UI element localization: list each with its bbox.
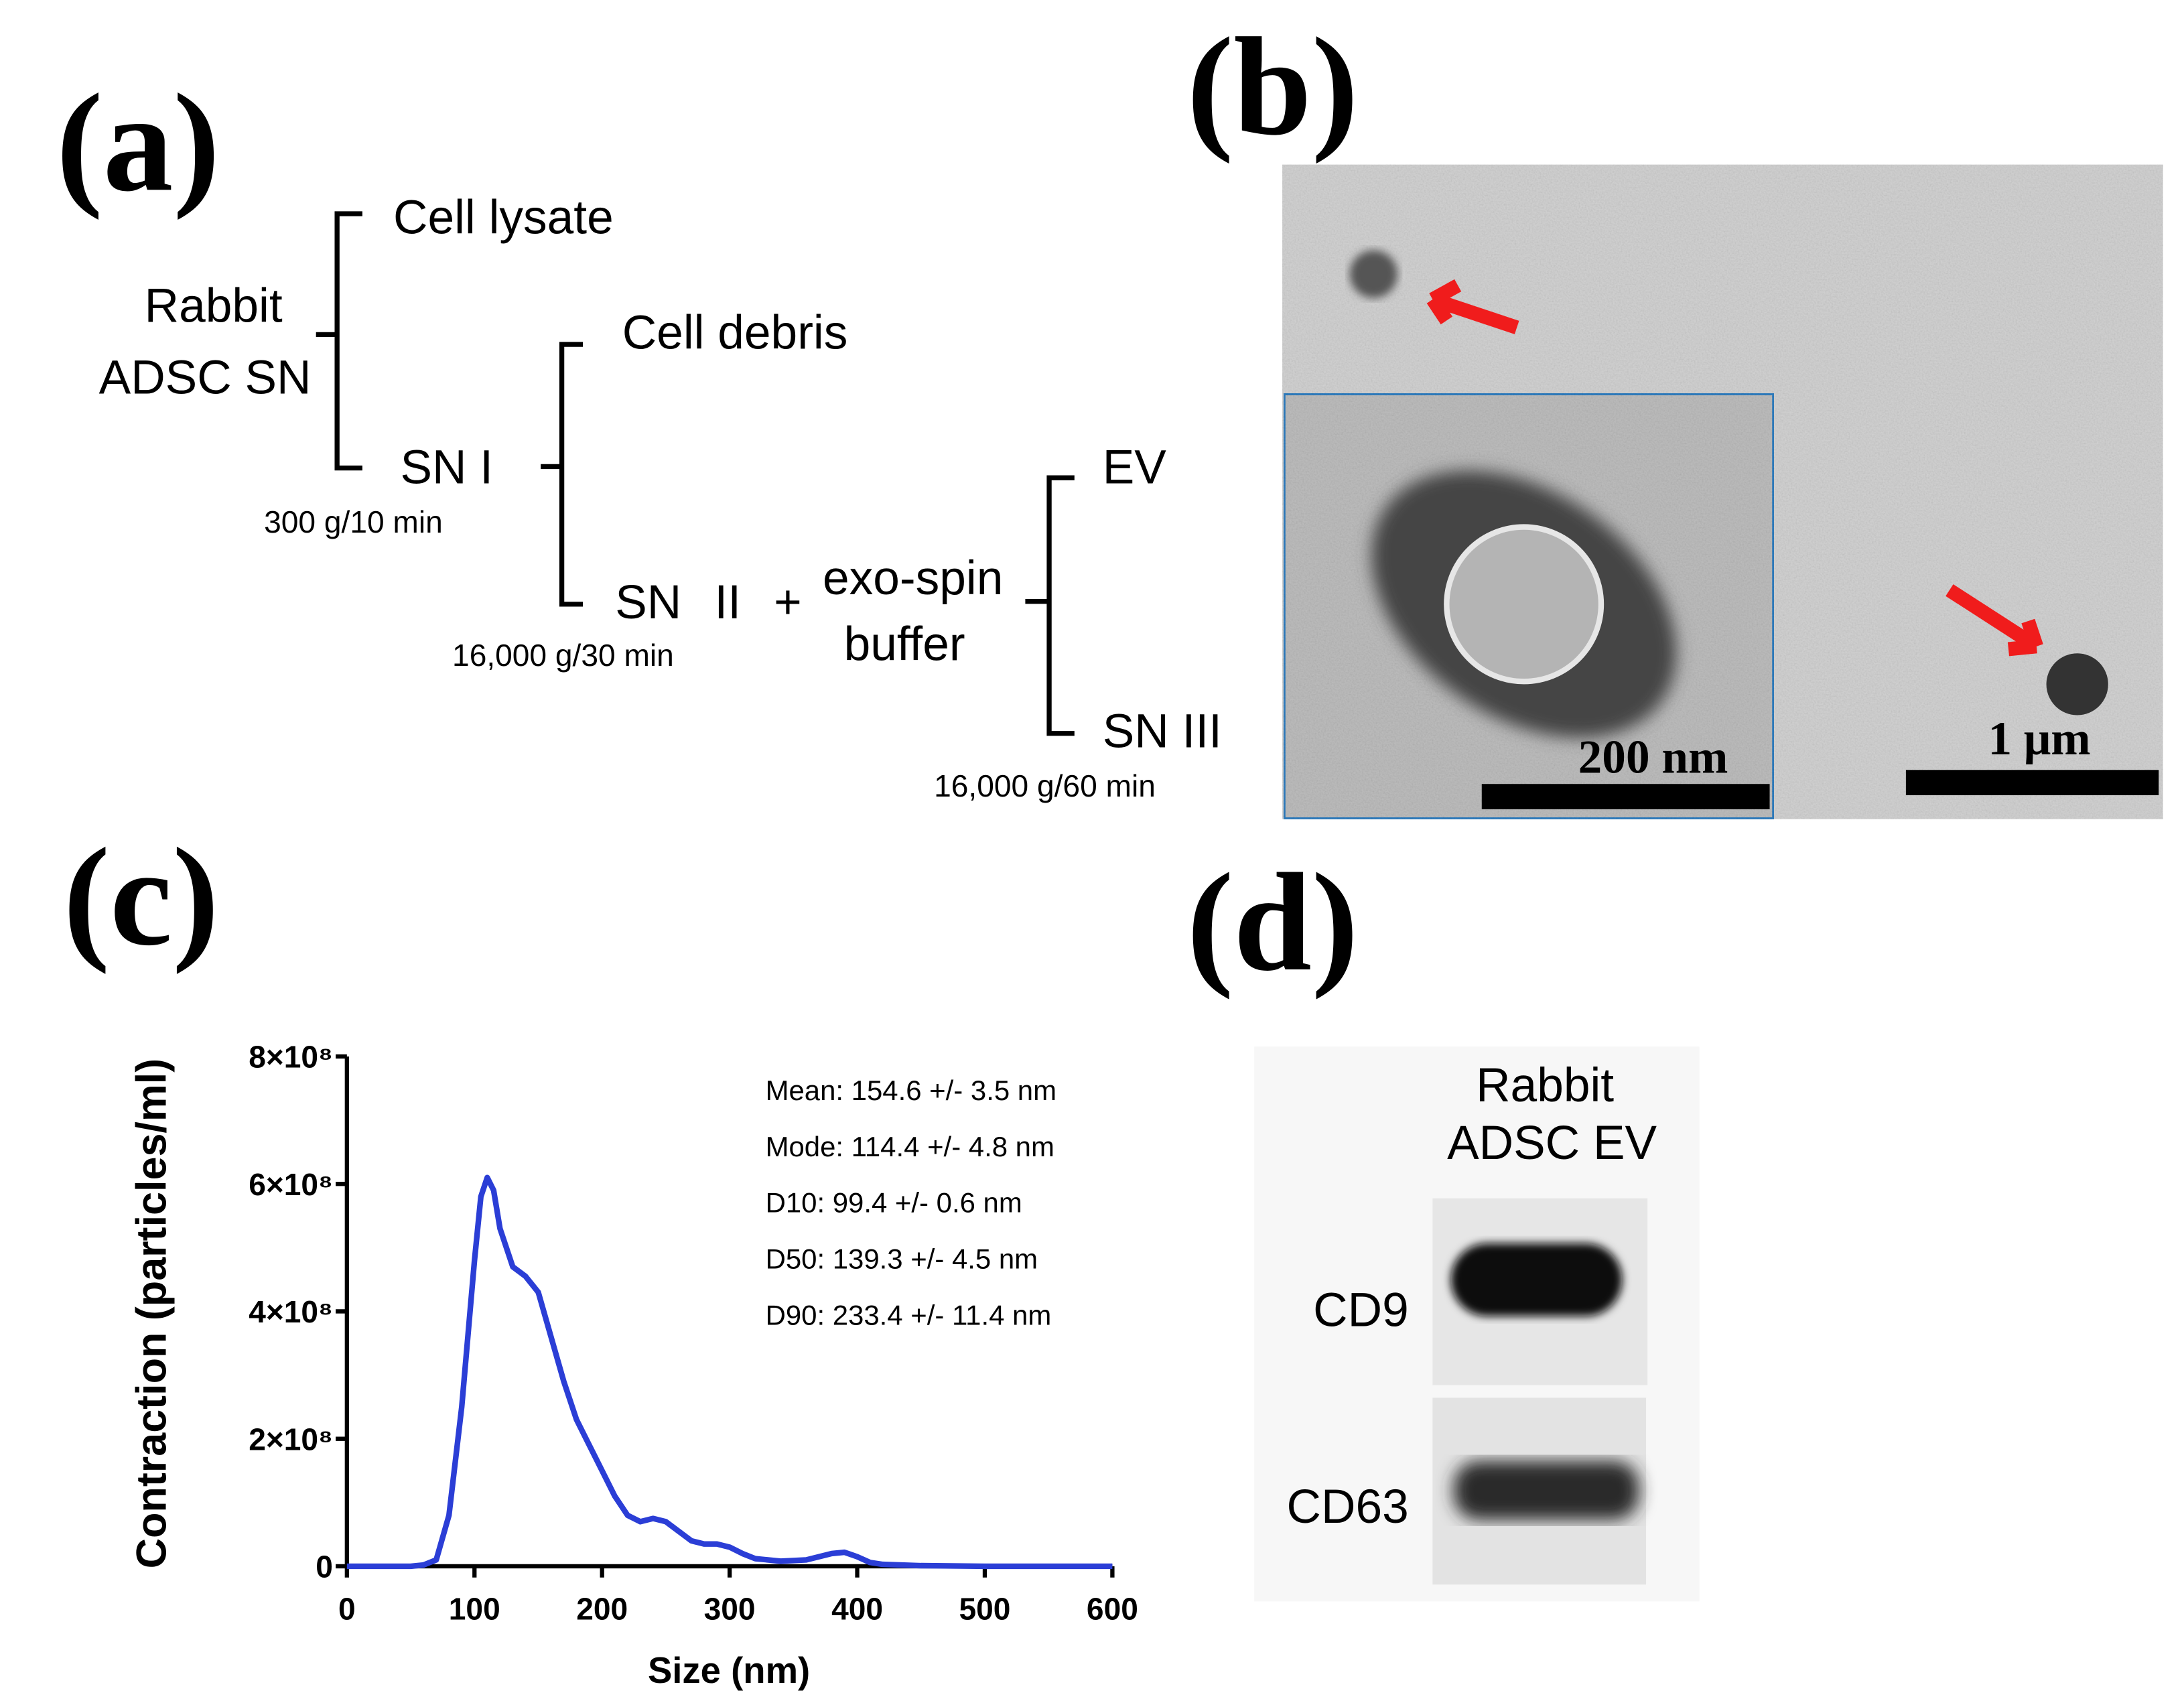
x-axis-label: Size (nm) xyxy=(648,1650,810,1691)
node-label: Cell debris xyxy=(622,305,848,359)
scale-bar xyxy=(1905,770,2159,795)
bracket xyxy=(1025,475,1075,736)
scale-bar-label: 200 nm xyxy=(1578,730,1728,783)
y-tick-label: 6×10⁸ xyxy=(249,1167,333,1202)
annotation: D50: 139.3 +/- 4.5 nm xyxy=(766,1243,1038,1275)
scale-bar xyxy=(1481,784,1770,809)
node-label: SN III xyxy=(1103,705,1222,758)
condition-label: 16,000 g/30 min xyxy=(452,638,674,673)
node-label: EV xyxy=(1103,441,1167,494)
x-tick-label: 100 xyxy=(449,1592,500,1627)
condition-label: 16,000 g/60 min xyxy=(934,768,1156,803)
size-curve xyxy=(346,1174,1113,1570)
band xyxy=(1453,1460,1639,1520)
node-label: SN II + xyxy=(615,575,802,629)
annotation: Mean: 154.6 +/- 3.5 nm xyxy=(766,1075,1056,1106)
vesicle xyxy=(1349,250,1397,298)
tem-inset xyxy=(1282,391,1776,821)
x-tick-label: 500 xyxy=(959,1592,1011,1627)
annotation: D10: 99.4 +/- 0.6 nm xyxy=(766,1187,1022,1219)
vesicle xyxy=(2046,653,2108,715)
x-tick-label: 400 xyxy=(831,1592,883,1627)
panel-label: (d) xyxy=(1187,845,1359,1000)
band xyxy=(1450,1243,1623,1316)
condition-label: 300 g/10 min xyxy=(264,504,443,539)
arrow xyxy=(1426,279,1519,334)
sample-label: Rabbit xyxy=(1476,1059,1614,1112)
y-tick-label: 8×10⁸ xyxy=(249,1040,333,1075)
x-tick-label: 600 xyxy=(1087,1592,1138,1627)
sample-label: ADSC EV xyxy=(1447,1116,1657,1170)
panel-label: (a) xyxy=(56,65,220,220)
marker-label: CD63 xyxy=(1287,1480,1409,1533)
western-blot: Rabbit ADSC EV CD9 CD63 xyxy=(1254,1046,1700,1602)
annotation: D90: 233.4 +/- 11.4 nm xyxy=(766,1299,1052,1330)
marker-label: CD9 xyxy=(1313,1283,1409,1337)
flowchart: Rabbit ADSC SN Cell lysate SN I Cell deb… xyxy=(99,190,1222,803)
x-tick-label: 200 xyxy=(576,1592,628,1627)
node-label: Cell lysate xyxy=(393,190,614,244)
y-tick-label: 0 xyxy=(316,1550,333,1584)
tem-image: 200 nm 1 μm xyxy=(1282,164,2163,821)
y-axis-label: Contraction (particles/ml) xyxy=(128,1059,175,1569)
scale-bar-label: 1 μm xyxy=(1988,712,2090,765)
x-tick-label: 0 xyxy=(338,1592,356,1627)
arrow xyxy=(1946,584,2043,657)
size-distribution-chart: Size (nm) Contraction (particles/ml) 0 2×… xyxy=(128,1040,1138,1691)
bracket xyxy=(541,342,584,607)
annotation: Mode: 114.4 +/- 4.8 nm xyxy=(766,1131,1054,1162)
vesicle xyxy=(1444,524,1605,685)
y-tick-label: 2×10⁸ xyxy=(249,1422,333,1456)
y-tick-label: 4×10⁸ xyxy=(249,1294,333,1329)
node-label: ADSC SN xyxy=(99,350,312,404)
node-label: SN I xyxy=(400,441,493,494)
node-label: buffer xyxy=(844,618,965,671)
bracket xyxy=(316,211,362,471)
panel-label: (b) xyxy=(1187,9,1359,165)
panel-label: (c) xyxy=(63,819,219,975)
node-label: exo-spin xyxy=(823,551,1003,605)
node-label: Rabbit xyxy=(145,279,283,332)
x-tick-label: 300 xyxy=(704,1592,756,1627)
